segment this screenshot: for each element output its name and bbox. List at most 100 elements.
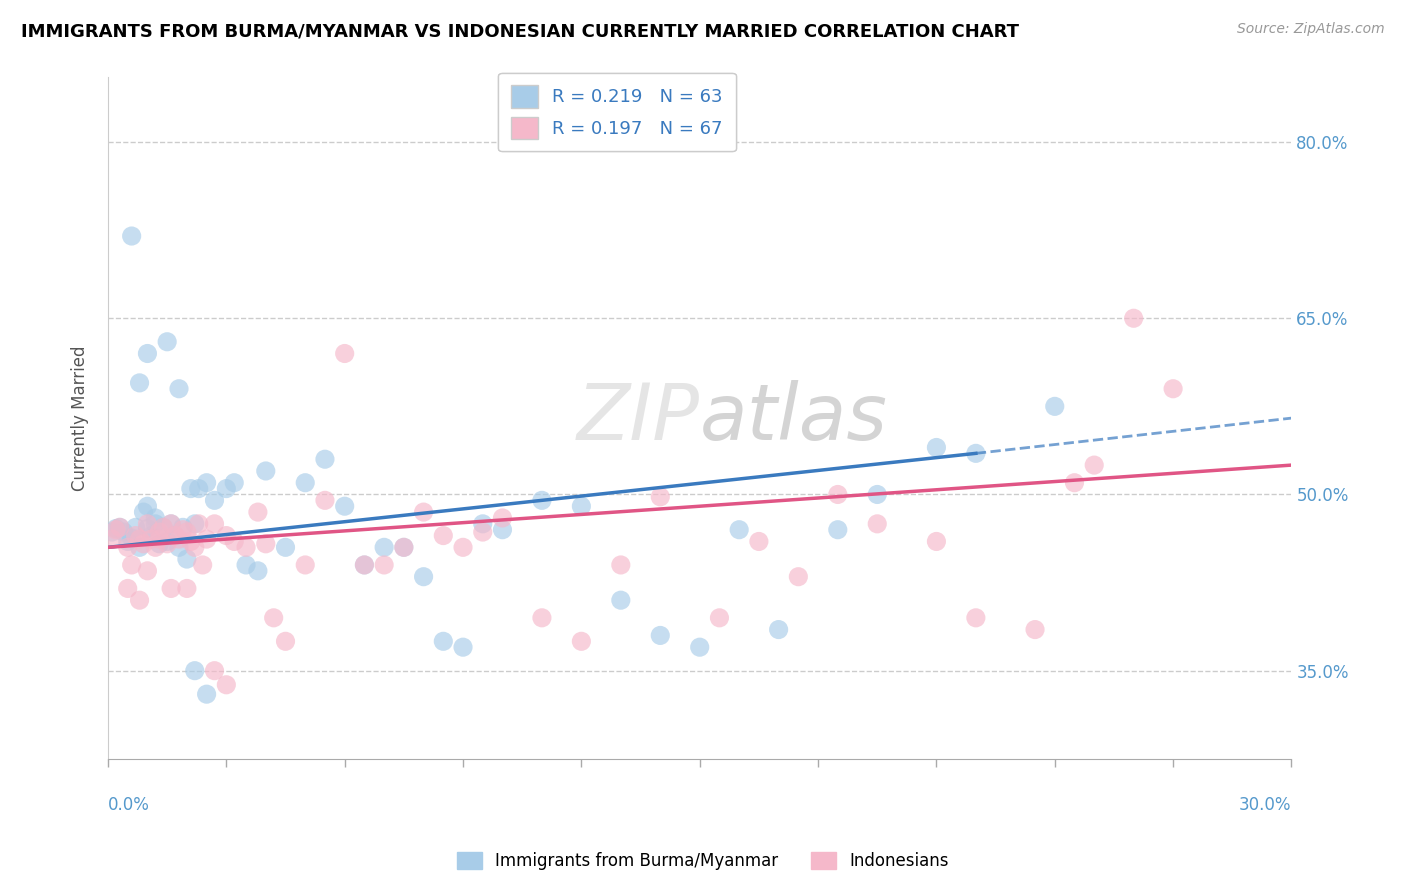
Point: [172, 520, 194, 534]
Point: [143, 516, 166, 531]
Point: [235, 558, 257, 572]
Point: [104, 523, 127, 537]
Point: [156, 334, 179, 349]
Text: ZIP: ZIP: [576, 380, 700, 456]
Point: [136, 522, 159, 536]
Point: [1122, 311, 1144, 326]
Point: [294, 558, 316, 572]
Point: [117, 541, 139, 555]
Point: [530, 493, 553, 508]
Point: [965, 446, 987, 460]
Point: [176, 524, 198, 539]
Point: [104, 522, 127, 536]
Point: [353, 558, 375, 572]
Point: [108, 520, 131, 534]
Point: [294, 475, 316, 490]
Point: [195, 475, 218, 490]
Legend: Immigrants from Burma/Myanmar, Indonesians: Immigrants from Burma/Myanmar, Indonesia…: [450, 845, 956, 877]
Point: [333, 346, 356, 360]
Point: [101, 524, 124, 539]
Point: [128, 532, 150, 546]
Point: [314, 493, 336, 508]
Point: [709, 611, 731, 625]
Point: [254, 537, 277, 551]
Point: [235, 541, 257, 555]
Point: [121, 531, 143, 545]
Point: [373, 558, 395, 572]
Point: [165, 528, 187, 542]
Point: [392, 541, 415, 555]
Point: [491, 511, 513, 525]
Point: [215, 678, 238, 692]
Point: [167, 382, 190, 396]
Point: [314, 452, 336, 467]
Point: [333, 500, 356, 514]
Point: [925, 534, 948, 549]
Point: [141, 532, 163, 546]
Point: [827, 487, 849, 501]
Point: [274, 541, 297, 555]
Point: [748, 534, 770, 549]
Point: [412, 505, 434, 519]
Point: [184, 541, 207, 555]
Point: [148, 532, 170, 546]
Point: [274, 634, 297, 648]
Point: [156, 537, 179, 551]
Point: [451, 640, 474, 655]
Point: [1043, 400, 1066, 414]
Point: [143, 511, 166, 525]
Point: [530, 611, 553, 625]
Point: [195, 532, 218, 546]
Point: [187, 516, 209, 531]
Point: [204, 516, 226, 531]
Point: [1024, 623, 1046, 637]
Point: [128, 376, 150, 390]
Point: [141, 528, 163, 542]
Point: [195, 687, 218, 701]
Point: [128, 541, 150, 555]
Text: 0.0%: 0.0%: [108, 797, 150, 814]
Point: [491, 523, 513, 537]
Text: 30.0%: 30.0%: [1239, 797, 1292, 814]
Point: [392, 541, 415, 555]
Point: [108, 520, 131, 534]
Point: [184, 664, 207, 678]
Point: [191, 558, 214, 572]
Point: [136, 564, 159, 578]
Point: [432, 634, 454, 648]
Point: [176, 552, 198, 566]
Point: [204, 664, 226, 678]
Point: [132, 537, 155, 551]
Point: [124, 528, 146, 542]
Point: [650, 628, 672, 642]
Point: [569, 500, 592, 514]
Point: [117, 534, 139, 549]
Point: [136, 346, 159, 360]
Point: [965, 611, 987, 625]
Point: [1161, 382, 1184, 396]
Point: [689, 640, 711, 655]
Point: [112, 524, 135, 539]
Point: [176, 582, 198, 596]
Point: [246, 505, 269, 519]
Point: [187, 482, 209, 496]
Text: IMMIGRANTS FROM BURMA/MYANMAR VS INDONESIAN CURRENTLY MARRIED CORRELATION CHART: IMMIGRANTS FROM BURMA/MYANMAR VS INDONES…: [21, 22, 1019, 40]
Legend: R = 0.219   N = 63, R = 0.197   N = 67: R = 0.219 N = 63, R = 0.197 N = 67: [498, 73, 735, 152]
Point: [180, 534, 202, 549]
Point: [167, 541, 190, 555]
Point: [121, 229, 143, 244]
Point: [1063, 475, 1085, 490]
Point: [215, 482, 238, 496]
Point: [152, 520, 174, 534]
Point: [215, 528, 238, 542]
Point: [121, 558, 143, 572]
Point: [101, 532, 124, 546]
Point: [172, 523, 194, 537]
Text: Source: ZipAtlas.com: Source: ZipAtlas.com: [1237, 22, 1385, 37]
Point: [132, 505, 155, 519]
Point: [160, 582, 183, 596]
Point: [925, 441, 948, 455]
Point: [148, 537, 170, 551]
Point: [128, 593, 150, 607]
Point: [184, 516, 207, 531]
